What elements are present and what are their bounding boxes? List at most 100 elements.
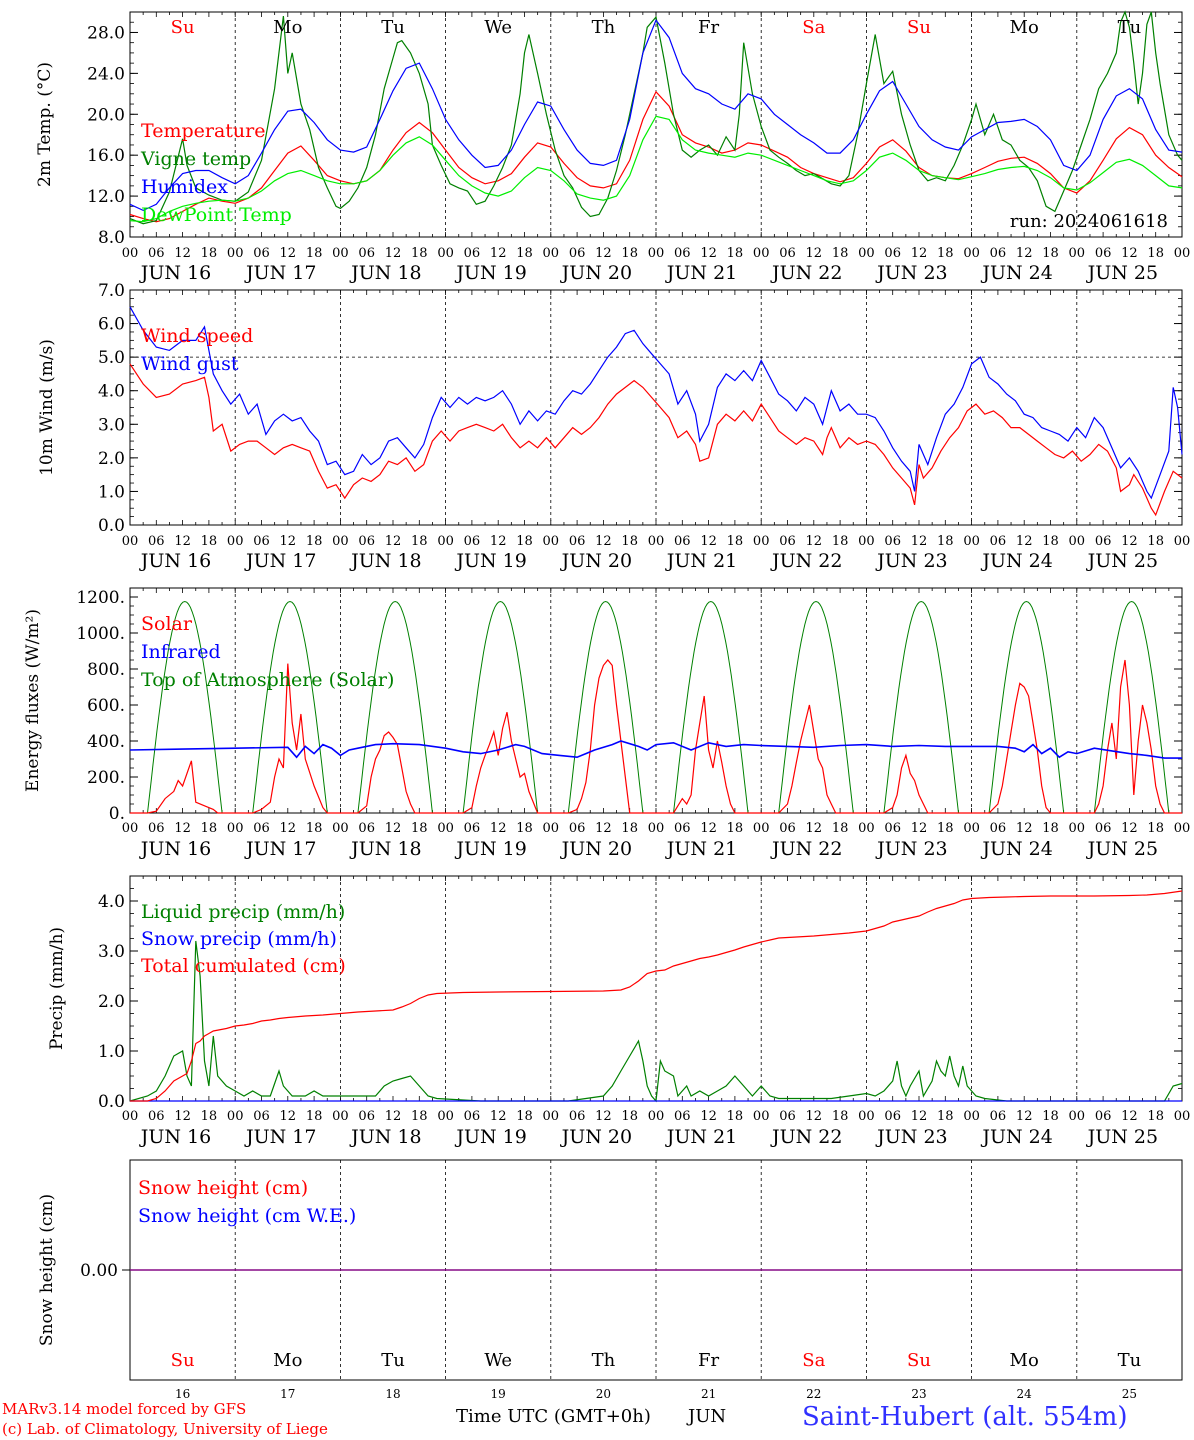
hour-tick-label: 00: [858, 821, 875, 836]
legend-entry: Top of Atmosphere (Solar): [141, 669, 394, 691]
hour-tick-label: 00: [648, 1109, 665, 1124]
hour-tick-label: 18: [201, 534, 218, 549]
hour-tick-label: 12: [174, 821, 191, 836]
hour-tick-label: 18: [937, 821, 954, 836]
date-label: JUN 21: [665, 1126, 737, 1148]
hour-tick-label: 12: [490, 246, 507, 261]
hour-tick-label: 00: [648, 534, 665, 549]
hour-tick-label: 18: [832, 821, 849, 836]
date-label: JUN 23: [875, 1126, 947, 1148]
hour-tick-label: 06: [148, 534, 165, 549]
hour-tick-label: 00: [332, 534, 349, 549]
y-tick-label: 600.: [87, 696, 125, 716]
legend-entry: Wind speed: [141, 325, 253, 347]
hour-tick-label: 12: [595, 821, 612, 836]
hour-tick-label: 00: [437, 246, 454, 261]
date-label: JUN 20: [560, 838, 632, 860]
hour-tick-label: 18: [306, 534, 323, 549]
hour-tick-label: 00: [858, 534, 875, 549]
legend-entry: Temperature: [141, 120, 265, 142]
date-label: JUN 17: [244, 262, 316, 284]
hour-tick-label: 18: [1042, 1109, 1059, 1124]
hour-tick-label: 18: [727, 821, 744, 836]
hour-tick-label: 00: [753, 821, 770, 836]
day-number: 21: [701, 1387, 716, 1401]
y-tick-label: 0.0: [98, 516, 125, 536]
hour-tick-label: 12: [490, 1109, 507, 1124]
hour-tick-label: 06: [884, 246, 901, 261]
hour-tick-label: 06: [779, 246, 796, 261]
hour-tick-label: 12: [1016, 821, 1033, 836]
hour-tick-label: 06: [674, 534, 691, 549]
hour-tick-label: 00: [543, 246, 560, 261]
hour-tick-label: 00: [227, 821, 244, 836]
hour-tick-label: 00: [332, 821, 349, 836]
hour-tick-label: 06: [358, 1109, 375, 1124]
hour-tick-label: 00: [648, 821, 665, 836]
y-tick-label: 16.0: [87, 146, 125, 166]
day-name: Su: [171, 1350, 195, 1371]
day-name: Su: [907, 17, 931, 38]
hour-tick-label: 12: [280, 534, 297, 549]
hour-tick-label: 18: [1042, 246, 1059, 261]
hour-tick-label: 18: [727, 246, 744, 261]
y-tick-label: 4.0: [98, 382, 125, 402]
hour-tick-label: 00: [753, 534, 770, 549]
date-label: JUN 17: [244, 550, 316, 572]
day-name: Mo: [1010, 17, 1039, 38]
legend-entry: Wind gust: [141, 353, 239, 375]
date-label: JUN 16: [139, 1126, 211, 1148]
date-label: JUN 18: [349, 1126, 421, 1148]
hour-tick-label: 06: [569, 246, 586, 261]
date-label: JUN 24: [980, 262, 1052, 284]
series-line-toa-solar: [988, 600, 1065, 814]
date-label: JUN 19: [454, 550, 526, 572]
panel-frame: [129, 587, 1183, 814]
day-number: 25: [1122, 1387, 1137, 1401]
hour-tick-label: 00: [858, 246, 875, 261]
hour-tick-label: 06: [674, 821, 691, 836]
legend-entry: Infrared: [141, 641, 221, 663]
hour-tick-label: 00: [963, 821, 980, 836]
hour-tick-label: 06: [464, 1109, 481, 1124]
date-label: JUN 16: [139, 550, 211, 572]
date-label: JUN 23: [875, 262, 947, 284]
hour-tick-label: 00: [227, 1109, 244, 1124]
y-tick-label: 2.0: [98, 992, 125, 1012]
y-axis-label: 2m Temp. (°C): [35, 62, 55, 187]
hour-tick-label: 06: [569, 1109, 586, 1124]
hour-tick-label: 18: [832, 246, 849, 261]
day-number: 20: [596, 1387, 611, 1401]
hour-tick-label: 18: [621, 534, 638, 549]
day-number: 16: [175, 1387, 190, 1401]
hour-tick-label: 06: [464, 246, 481, 261]
hour-tick-label: 18: [201, 246, 218, 261]
legend-entry: Vigne temp: [140, 148, 251, 170]
hour-tick-label: 12: [806, 821, 823, 836]
hour-tick-label: 06: [464, 534, 481, 549]
hour-tick-label: 06: [569, 534, 586, 549]
date-label: JUN 23: [875, 550, 947, 572]
hour-tick-label: 06: [990, 821, 1007, 836]
day-name: Fr: [698, 1350, 719, 1371]
date-label: JUN 22: [770, 262, 842, 284]
hour-tick-label: 18: [621, 246, 638, 261]
y-tick-label: 200.: [87, 768, 125, 788]
hour-tick-label: 00: [437, 821, 454, 836]
series-line-wind-gust: [129, 306, 1183, 500]
y-tick-label: 12.0: [87, 187, 125, 207]
day-name: Tu: [381, 1350, 405, 1371]
hour-tick-label: 18: [516, 821, 533, 836]
hour-tick-label: 12: [1121, 821, 1138, 836]
series-line-toa-solar: [1093, 600, 1170, 814]
hour-tick-label: 18: [516, 1109, 533, 1124]
y-tick-label: 0.00: [80, 1261, 118, 1281]
series-line-toa-solar: [673, 600, 749, 814]
date-label: JUN 25: [1086, 262, 1158, 284]
hour-tick-label: 18: [306, 821, 323, 836]
hour-tick-label: 00: [1174, 534, 1191, 549]
legend-entry: DewPoint Temp: [141, 204, 292, 226]
y-axis-label: Energy fluxes (W/m²): [23, 609, 43, 792]
y-tick-label: 1.0: [98, 482, 125, 502]
hour-tick-label: 12: [280, 821, 297, 836]
